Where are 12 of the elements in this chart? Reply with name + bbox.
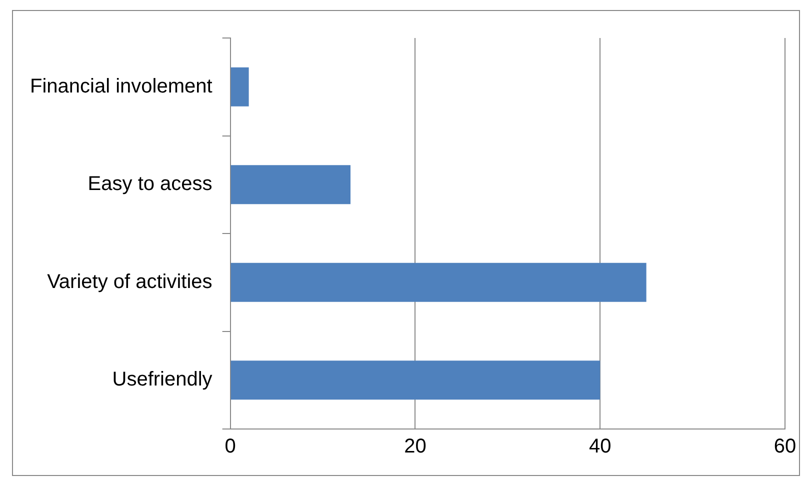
y-tick-label: Variety of activities xyxy=(47,270,212,293)
bar xyxy=(230,67,249,106)
x-tick-label: 0 xyxy=(224,436,236,458)
x-tick-label: 20 xyxy=(404,436,426,458)
y-tick-label: Financial involement xyxy=(30,75,213,98)
y-tick-label: Usefriendly xyxy=(112,368,212,391)
y-tick-label: Easy to acess xyxy=(88,173,212,196)
bar xyxy=(230,262,646,302)
x-tick-label: 60 xyxy=(774,436,796,458)
bar xyxy=(230,165,350,204)
bar xyxy=(230,360,600,400)
x-tick-label: 40 xyxy=(588,436,612,458)
